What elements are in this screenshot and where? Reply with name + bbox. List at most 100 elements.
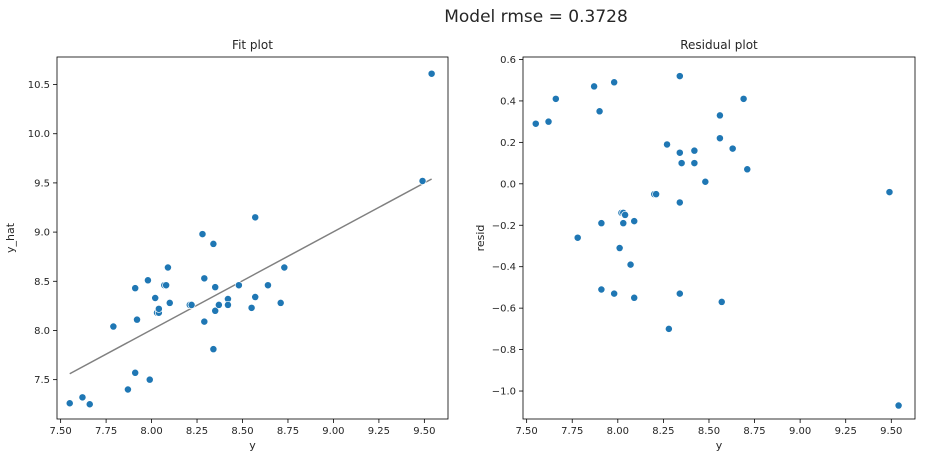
resid-y-tick-label: 0.6 <box>500 55 516 66</box>
resid-data-point <box>743 165 752 174</box>
fit-data-point <box>187 300 196 309</box>
fit-data-point <box>211 306 220 315</box>
fit-data-point <box>131 284 140 293</box>
fit-y-tick-label: 9.5 <box>34 178 50 189</box>
fit-x-tick-label: 9.00 <box>322 426 344 437</box>
fit-x-tick-label: 8.75 <box>277 426 299 437</box>
resid-data-point <box>715 111 724 120</box>
resid-x-tick-label: 9.50 <box>880 426 902 437</box>
fit-data-point <box>251 293 260 301</box>
fit-data-point <box>85 400 94 409</box>
fit-data-point <box>200 317 209 326</box>
resid-y-tick-label: −1.0 <box>492 387 516 398</box>
resid-x-tick-label: 8.75 <box>743 426 765 437</box>
fit-y-tick-label: 9.0 <box>34 228 50 239</box>
fit-data-point <box>223 300 232 309</box>
fit-x-axis-label: y <box>249 439 256 452</box>
fit-data-point <box>209 239 218 248</box>
resid-data-point <box>728 144 737 153</box>
fit-data-point <box>65 399 74 408</box>
resid-y-tick-label: −0.8 <box>492 345 516 356</box>
fit-regression-line <box>69 178 432 375</box>
fit-data-point <box>123 385 132 394</box>
fit-data-point <box>247 303 256 312</box>
resid-data-point <box>597 285 606 294</box>
resid-data-point <box>677 159 686 168</box>
resid-data-point <box>675 72 684 81</box>
resid-data-point <box>690 146 699 155</box>
fit-y-tick-label: 8.5 <box>34 277 50 288</box>
fit-y-tick-label: 7.5 <box>34 375 50 386</box>
resid-x-tick-label: 9.25 <box>835 426 857 437</box>
resid-data-point <box>590 82 599 91</box>
fit-plot-title: Fit plot <box>232 38 273 52</box>
fit-data-point <box>234 281 243 290</box>
fit-data-point <box>276 298 285 307</box>
fit-data-point <box>264 281 272 290</box>
fit-data-point <box>214 300 223 309</box>
figure-suptitle: Model rmse = 0.3728 <box>444 7 628 27</box>
fit-data-point <box>131 368 140 377</box>
resid-x-tick-label: 9.00 <box>789 426 811 437</box>
fit-data-point <box>151 294 160 302</box>
resid-data-point <box>663 140 671 149</box>
resid-x-tick-label: 8.50 <box>698 426 720 437</box>
resid-data-point <box>597 219 606 228</box>
resid-data-point <box>630 293 639 302</box>
fit-data-point <box>251 213 260 222</box>
resid-data-point <box>621 210 630 219</box>
fit-x-tick-label: 7.75 <box>95 426 117 437</box>
resid-data-point <box>717 297 726 306</box>
resid-y-axis-label: resid <box>474 225 487 252</box>
fit-x-tick-label: 8.25 <box>186 426 208 437</box>
fit-y-tick-label: 10.0 <box>28 129 50 140</box>
resid-data-point <box>675 289 684 298</box>
fit-data-point <box>143 276 152 285</box>
resid-axes-frame <box>522 56 916 420</box>
fit-x-tick-label: 8.50 <box>231 426 253 437</box>
resid-data-point <box>531 119 540 128</box>
resid-data-point <box>619 219 628 228</box>
resid-data-point <box>675 148 684 157</box>
resid-x-tick-label: 8.00 <box>607 426 629 437</box>
fit-data-point <box>280 263 289 272</box>
fit-data-point <box>418 176 427 185</box>
resid-data-point <box>715 134 724 143</box>
resid-data-point <box>551 94 560 103</box>
resid-data-point <box>885 188 894 197</box>
fit-axes-frame <box>56 56 449 420</box>
fit-x-tick-label: 8.00 <box>140 426 162 437</box>
fit-data-point <box>154 304 163 313</box>
resid-data-point <box>610 78 619 87</box>
resid-x-tick-label: 7.50 <box>516 426 538 437</box>
resid-data-point <box>630 217 639 226</box>
resid-y-tick-label: 0.0 <box>500 179 516 190</box>
fit-x-tick-label: 9.50 <box>413 426 435 437</box>
fit-data-point <box>78 393 87 402</box>
resid-data-point <box>595 107 604 116</box>
resid-data-point <box>610 289 619 298</box>
fit-data-point <box>427 69 436 78</box>
fit-data-point <box>145 375 154 384</box>
resid-data-point <box>690 159 699 168</box>
fit-data-point <box>198 230 207 239</box>
resid-data-point <box>664 324 673 333</box>
fit-plot-panel: Fit plot 7.50 7.75 8.00 8.25 8.50 8.75 9.00 9.25… <box>4 38 449 452</box>
fit-data-point <box>165 298 174 307</box>
fit-y-tick-label: 10.5 <box>28 80 50 91</box>
resid-plot-title: Residual plot <box>680 38 758 52</box>
fit-data-point <box>109 322 118 331</box>
fit-x-tick-label: 7.50 <box>50 426 72 437</box>
fit-data-point <box>163 263 172 272</box>
resid-x-axis-label: y <box>716 439 723 452</box>
residual-plot-panel: Residual plot 7.50 7.75 8.00 8.25 8.50 8.75 9.0… <box>474 38 916 452</box>
resid-data-point <box>544 117 553 126</box>
resid-data-point <box>701 177 710 186</box>
resid-y-tick-label: −0.4 <box>492 262 516 273</box>
resid-y-tick-label: −0.2 <box>492 221 516 232</box>
fit-data-point <box>162 281 171 290</box>
resid-data-point <box>626 260 635 269</box>
resid-data-point <box>894 401 903 410</box>
fit-data-point <box>209 345 218 354</box>
